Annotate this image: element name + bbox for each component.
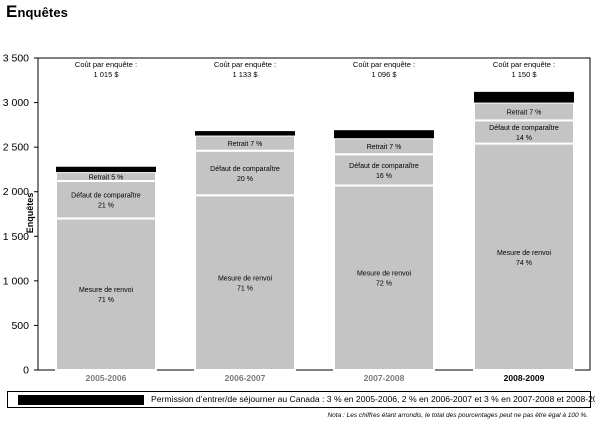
segment-value: 71 % — [98, 297, 114, 304]
y-axis-label: Enquêtes — [25, 193, 35, 234]
segment-label: Mesure de renvoi — [218, 276, 273, 283]
y-tick-label: 3 000 — [3, 97, 29, 109]
segment-label: Défaut de comparaître — [210, 166, 280, 173]
legend-swatch — [18, 395, 144, 405]
segment-value: 14 % — [516, 135, 532, 142]
segment-label: Mesure de renvoi — [357, 271, 412, 278]
footnote: Nota : Les chiffres étant arrondis, le t… — [327, 412, 588, 419]
y-tick-label: 500 — [11, 320, 29, 332]
x-tick-label: 2007-2008 — [364, 373, 405, 383]
bar-segment — [474, 91, 574, 103]
bar-segment — [195, 131, 295, 136]
title-initial: E — [6, 2, 18, 21]
segment-value: 72 % — [376, 281, 392, 288]
cost-value: 1 015 $ — [93, 70, 119, 79]
bar-segment — [333, 184, 435, 371]
stacked-bar-chart: 0 500 1 000 1 500 2 000 2 500 3 000 3 500 Enquêt… — [3, 53, 591, 383]
y-tick-label: 2 500 — [3, 142, 29, 154]
segment-label: Défaut de comparaître — [71, 193, 141, 200]
bar-segment — [194, 149, 296, 197]
bar-segment — [56, 166, 156, 173]
x-tick-label: 2005-2006 — [86, 373, 127, 383]
y-tick-label: 2 000 — [3, 186, 29, 198]
segment-value: 16 % — [376, 173, 392, 180]
cost-value: 1 133 $ — [232, 70, 258, 79]
segment-value: 20 % — [237, 176, 253, 183]
legend-text: Permission d’entrer/de séjourner au Cana… — [151, 394, 595, 404]
segment-label: Défaut de comparaître — [489, 125, 559, 132]
segment-label: Retrait 7 % — [367, 144, 402, 151]
bar-segment — [473, 142, 575, 371]
title-rest: nquêtes — [17, 5, 68, 20]
bar-segment — [194, 134, 296, 152]
x-tick-label: 2008-2009 — [504, 373, 545, 383]
segment-label: Retrait 7 % — [507, 109, 542, 116]
segment-label: Retrait 5 % — [89, 174, 124, 181]
plot-frame — [37, 57, 591, 371]
segment-value: 71 % — [237, 286, 253, 293]
segment-label: Défaut de comparaître — [349, 163, 419, 170]
bar-segment — [334, 130, 434, 139]
segment-value: 21 % — [98, 203, 114, 210]
x-tick-label: 2006-2007 — [225, 373, 266, 383]
segment-label: Retrait 7 % — [228, 141, 263, 148]
cost-label: Coût par enquête : — [353, 60, 415, 69]
y-tick-label: 1 500 — [3, 231, 29, 243]
segment-label: Mesure de renvoi — [497, 250, 552, 257]
segment-value: 74 % — [516, 260, 532, 267]
y-tick-label: 3 500 — [3, 53, 29, 65]
cost-value: 1 150 $ — [511, 70, 537, 79]
y-tick-label: 0 — [23, 365, 29, 377]
y-tick-label: 1 000 — [3, 275, 29, 287]
cost-label: Coût par enquête : — [75, 60, 137, 69]
page-title: Enquêtes — [6, 2, 68, 22]
segment-label: Mesure de renvoi — [79, 287, 134, 294]
cost-label: Coût par enquête : — [493, 60, 555, 69]
bar-segment — [55, 217, 157, 371]
cost-value: 1 096 $ — [371, 70, 397, 79]
legend: Permission d’entrer/de séjourner au Cana… — [7, 391, 595, 408]
cost-label: Coût par enquête : — [214, 60, 276, 69]
